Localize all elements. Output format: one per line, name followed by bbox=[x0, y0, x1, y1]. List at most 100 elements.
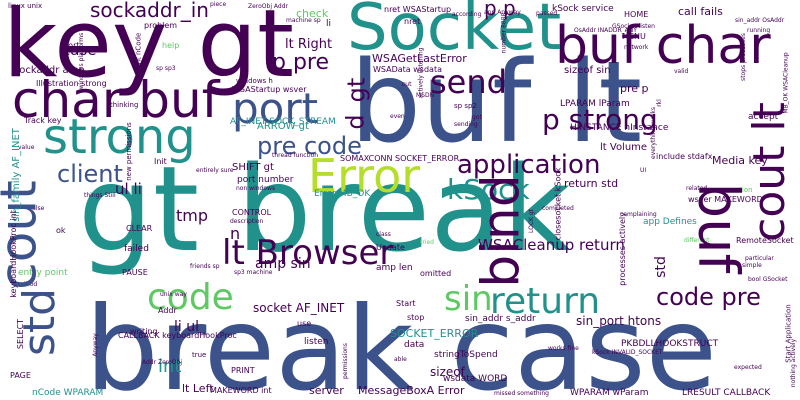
cloud-word: stringToSpend bbox=[434, 350, 498, 360]
cloud-word: tried bbox=[420, 239, 434, 246]
cloud-word: AF_INET SOCK_STREAM bbox=[230, 117, 336, 127]
cloud-word: able bbox=[394, 356, 407, 363]
cloud-word: number 8888 bbox=[500, 12, 508, 54]
cloud-word: sending bbox=[454, 121, 478, 128]
cloud-word: SOCKET_ERROR bbox=[390, 327, 479, 340]
cloud-word: accept bbox=[748, 112, 779, 122]
cloud-word: WSAGetLastError bbox=[372, 52, 467, 65]
cloud-word: strong bbox=[43, 109, 196, 165]
cloud-word: app Defines bbox=[643, 217, 697, 227]
cloud-word: Addr bbox=[158, 306, 177, 315]
cloud-word: even bbox=[390, 113, 405, 120]
cloud-word: app Anyway bbox=[484, 9, 521, 16]
cloud-word: LOCK gt bbox=[528, 208, 536, 234]
cloud-word: windows platforms bbox=[78, 32, 86, 90]
cloud-word: amp len bbox=[376, 263, 413, 273]
cloud-word: description bbox=[230, 218, 264, 225]
cloud-word: buf lt bbox=[350, 38, 643, 168]
cloud-word: ul li bbox=[115, 180, 142, 198]
cloud-word: kSock bbox=[447, 173, 530, 206]
cloud-word: include stdafx bbox=[656, 152, 713, 161]
cloud-word: sp3 machine bbox=[234, 269, 273, 276]
cloud-word: lt Browser bbox=[222, 233, 394, 273]
cloud-word: use bbox=[297, 319, 312, 328]
cloud-word: value bbox=[18, 144, 35, 151]
cloud-word: WPARAM wParam bbox=[570, 388, 649, 398]
cloud-word: Error MB_OK bbox=[314, 189, 371, 199]
cloud-word: failed bbox=[124, 244, 149, 254]
cloud-word: sin bbox=[444, 279, 493, 319]
cloud-word: ok bbox=[56, 226, 66, 235]
cloud-word: application bbox=[457, 150, 601, 180]
cloud-word: MENU bbox=[622, 32, 646, 41]
cloud-word: Addr ZeroObj bbox=[142, 359, 182, 366]
cloud-word: li ul bbox=[174, 319, 199, 335]
cloud-word: port bbox=[232, 84, 319, 133]
cloud-word: Start Application bbox=[784, 304, 793, 363]
cloud-word: windows h bbox=[236, 77, 273, 85]
cloud-word: things Still bbox=[84, 192, 116, 199]
cloud-word: gt break bbox=[78, 140, 571, 278]
cloud-word: unix way bbox=[160, 291, 187, 298]
cloud-word: cut bbox=[402, 81, 412, 88]
cloud-word: HOME bbox=[624, 10, 649, 19]
cloud-word: p pre bbox=[272, 50, 330, 75]
cloud-word: wsdata WORD bbox=[443, 374, 508, 384]
cloud-word: kSock INVALID_SOCKET bbox=[592, 349, 663, 356]
cloud-word: n bbox=[230, 224, 241, 243]
cloud-word: ARROW gt bbox=[257, 121, 309, 132]
cloud-word: false bbox=[30, 205, 45, 212]
cloud-word: port number bbox=[237, 175, 294, 185]
cloud-word: Start bbox=[396, 299, 416, 308]
cloud-word: data bbox=[404, 340, 425, 350]
cloud-word: writing bbox=[130, 327, 158, 336]
cloud-word: PRINT bbox=[231, 366, 255, 375]
cloud-word: li bbox=[326, 19, 332, 29]
cloud-word: SHIFT gt bbox=[232, 162, 274, 173]
cloud-word: lt Volume bbox=[600, 142, 648, 153]
cloud-word: Illustration strong bbox=[36, 79, 107, 88]
cloud-word: cout lt bbox=[743, 102, 795, 242]
cloud-word: permissions bbox=[341, 343, 349, 379]
cloud-word: Media key bbox=[712, 154, 768, 167]
cloud-word: listen bbox=[304, 337, 329, 347]
cloud-word: complaining bbox=[620, 211, 657, 218]
cloud-word: sockaddr_in bbox=[90, 0, 209, 22]
cloud-word: entry point bbox=[18, 268, 68, 278]
cloud-word: call fails bbox=[678, 5, 723, 18]
cloud-word: wsver MAKEWORD bbox=[688, 195, 763, 204]
cloud-word: code pre bbox=[656, 283, 761, 311]
cloud-word: ZeroObj Addr bbox=[248, 3, 288, 10]
cloud-word: lt Left bbox=[182, 382, 214, 395]
cloud-word: Anyway bbox=[91, 333, 99, 357]
cloud-word: true bbox=[192, 351, 207, 359]
cloud-word: MessageBoxA Error bbox=[358, 384, 465, 397]
cloud-word: kSock service bbox=[552, 4, 614, 14]
cloud-word: completed bbox=[542, 205, 574, 212]
cloud-word: client bbox=[57, 160, 123, 188]
cloud-word: MSDN bbox=[416, 92, 435, 99]
cloud-word: bool GSocket bbox=[748, 276, 788, 283]
cloud-word: RemoteSocket bbox=[736, 236, 794, 245]
cloud-word: help bbox=[162, 41, 180, 50]
cloud-word: valid bbox=[674, 68, 689, 75]
cloud-word: char buf bbox=[12, 71, 220, 129]
cloud-word: passed bbox=[536, 10, 558, 17]
cloud-word: OsAddr INADDR_ANY bbox=[574, 27, 637, 34]
cloud-word: d bbox=[341, 114, 370, 130]
cloud-word: thread function bbox=[272, 152, 319, 159]
cloud-word: new permissions bbox=[124, 122, 133, 181]
cloud-word: stops processes bbox=[739, 33, 747, 81]
cloud-word: method bbox=[14, 281, 38, 288]
cloud-word: works fine bbox=[548, 345, 579, 352]
cloud-word: lt Right bbox=[285, 37, 333, 52]
cloud-word: different bbox=[684, 237, 710, 244]
cloud-word: buf bbox=[685, 182, 751, 274]
cloud-word: MAKEWORD int bbox=[210, 386, 272, 395]
cloud-word: nret bbox=[404, 17, 421, 26]
cloud-word: CONTROL bbox=[232, 208, 272, 217]
cloud-word: got bbox=[472, 114, 482, 121]
cloud-word: buf char bbox=[555, 16, 771, 76]
cloud-word: LPARAM lParam bbox=[560, 99, 630, 109]
cloud-word: sp sp3 bbox=[156, 65, 176, 72]
